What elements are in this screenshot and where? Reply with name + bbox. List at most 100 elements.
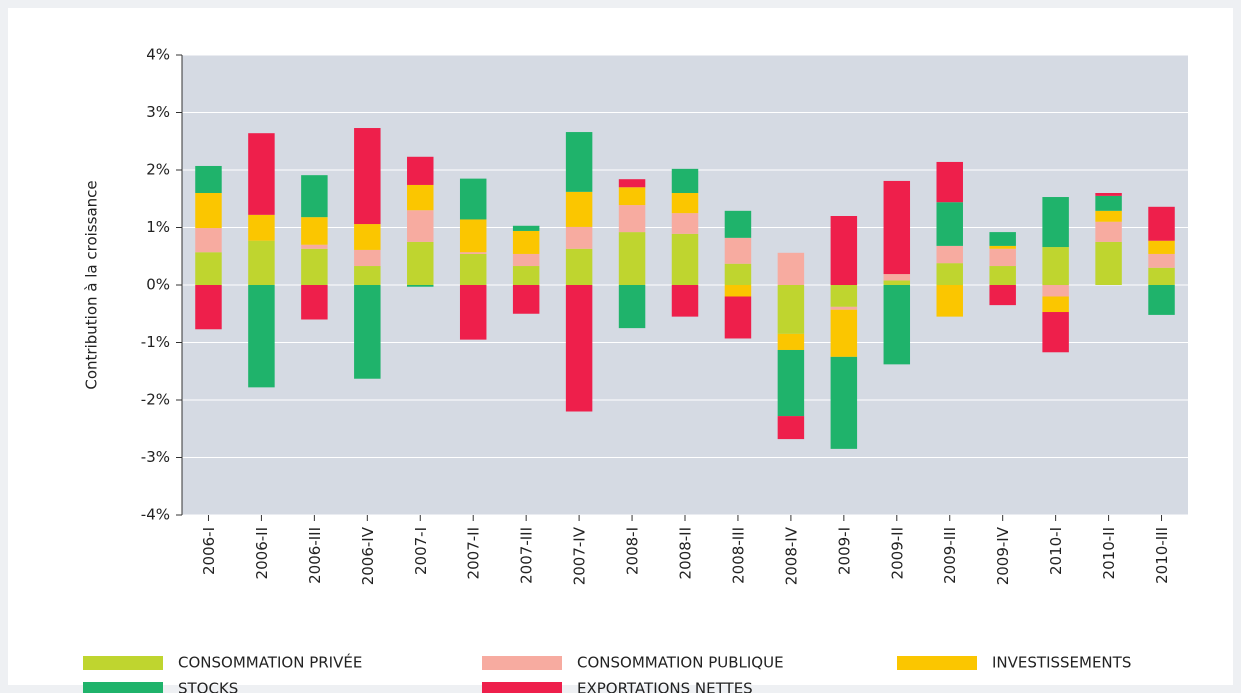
bar-segment xyxy=(248,285,275,388)
bar-segment xyxy=(459,178,487,220)
bar-segment xyxy=(459,252,487,254)
bar-segment xyxy=(1042,285,1069,297)
bar-segment xyxy=(301,217,328,245)
bar-segment xyxy=(512,253,540,267)
bar-segment xyxy=(565,191,593,227)
bar-segment xyxy=(512,230,540,254)
bar-segment xyxy=(1148,267,1175,285)
bar-segment xyxy=(671,285,699,317)
bar-segment xyxy=(195,165,222,193)
bar-segment xyxy=(248,240,275,285)
bar-segment xyxy=(354,285,381,379)
bar-segment xyxy=(1148,206,1175,241)
bar-segment xyxy=(301,285,328,320)
bar-segment xyxy=(989,266,1016,285)
bar-segment xyxy=(407,210,434,242)
bar-segment xyxy=(724,296,752,339)
bar-segment xyxy=(195,228,222,253)
bar-segment xyxy=(407,241,434,285)
bar-segment xyxy=(248,214,275,241)
bar-segment xyxy=(1042,197,1069,248)
bar-segment xyxy=(936,285,963,317)
y-tick-label: 1% xyxy=(146,218,170,236)
bar-segment xyxy=(777,416,805,440)
x-tick-label: 2010-I xyxy=(1047,527,1065,575)
bar-segment xyxy=(618,205,646,233)
bar-segment xyxy=(936,263,963,285)
bar-segment xyxy=(724,237,752,264)
bar-segment xyxy=(248,133,275,215)
bar-segment xyxy=(830,216,858,285)
bar-segment xyxy=(354,266,381,285)
bar-segment xyxy=(618,285,646,329)
x-tick-label: 2009-I xyxy=(835,527,853,575)
bar-segment xyxy=(724,210,752,238)
y-tick-label: 2% xyxy=(146,161,170,179)
bar-segment xyxy=(883,285,911,365)
legend-label: INVESTISSEMENTS xyxy=(992,654,1131,672)
legend-swatch xyxy=(83,656,163,670)
legend-label: CONSOMMATION PUBLIQUE xyxy=(577,654,784,672)
bar-segment xyxy=(565,226,593,249)
bar-segment xyxy=(671,168,699,193)
bar-segment xyxy=(565,132,593,192)
bar-segment xyxy=(1095,210,1122,222)
bar-segment xyxy=(354,249,381,267)
bar-segment xyxy=(1148,240,1175,254)
bar-segment xyxy=(989,285,1016,306)
x-tick-label: 2007-II xyxy=(465,527,483,579)
bar-segment xyxy=(354,224,381,250)
bar-segment xyxy=(671,213,699,234)
bar-segment xyxy=(195,252,222,285)
bar-segment xyxy=(777,285,805,334)
bar-segment xyxy=(512,266,540,285)
bar-segment xyxy=(989,248,1016,267)
bar-segment xyxy=(618,187,646,206)
bar-segment xyxy=(407,184,434,211)
x-tick-label: 2006-IV xyxy=(359,526,377,585)
bar-segment xyxy=(936,245,963,264)
bar-segment xyxy=(671,233,699,285)
bar-segment xyxy=(936,202,963,246)
bar-segment xyxy=(459,253,487,285)
y-axis-title: Contribution à la croissance xyxy=(83,180,101,389)
x-tick-label: 2006-I xyxy=(200,527,218,575)
bar-segment xyxy=(777,252,805,285)
x-tick-label: 2009-III xyxy=(941,527,959,584)
bar-segment xyxy=(1148,253,1175,268)
bar-segment xyxy=(1095,195,1122,211)
bar-segment xyxy=(777,333,805,350)
y-tick-label: -2% xyxy=(141,391,170,409)
x-tick-label: 2009-II xyxy=(888,527,906,579)
bar-segment xyxy=(724,285,752,297)
bar-segment xyxy=(1042,312,1069,353)
bar-segment xyxy=(407,285,434,287)
bar-segment xyxy=(830,356,858,449)
bar-segment xyxy=(195,285,222,330)
legend-swatch xyxy=(482,656,562,670)
y-tick-label: 0% xyxy=(146,276,170,294)
bar-segment xyxy=(883,274,911,281)
bar-segment xyxy=(195,193,222,229)
bar-segment xyxy=(301,175,328,218)
bar-segment xyxy=(1095,221,1122,242)
bar-segment xyxy=(883,280,911,285)
x-tick-label: 2010-III xyxy=(1153,527,1171,584)
x-tick-label: 2008-IV xyxy=(782,526,800,585)
bar-segment xyxy=(1148,285,1175,315)
bar-segment xyxy=(883,180,911,275)
bar-segment xyxy=(354,128,381,225)
bar-segment xyxy=(618,232,646,285)
legend-swatch xyxy=(897,656,977,670)
x-tick-label: 2007-IV xyxy=(571,526,589,585)
bar-segment xyxy=(936,161,963,203)
bar-segment xyxy=(1095,193,1122,196)
bar-segment xyxy=(1095,241,1122,285)
legend-swatch xyxy=(482,682,562,693)
bar-segment xyxy=(565,285,593,412)
bar-segment xyxy=(1042,296,1069,313)
bar-segment xyxy=(459,285,487,340)
x-tick-label: 2006-II xyxy=(253,527,271,579)
x-tick-label: 2010-II xyxy=(1100,527,1118,579)
